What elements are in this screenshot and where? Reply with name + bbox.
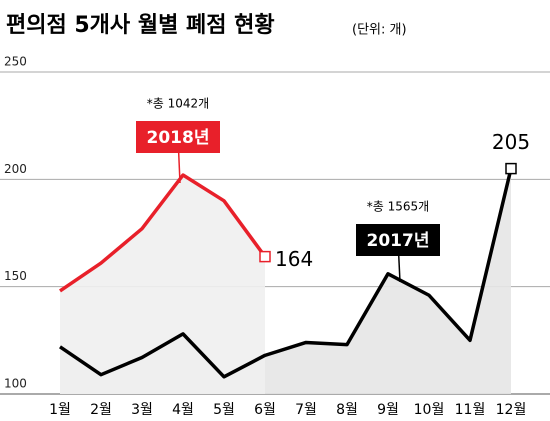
area: [60, 175, 265, 394]
end-marker: [259, 250, 271, 263]
data-label: 164: [275, 247, 313, 271]
x-tick-label: 8월: [336, 402, 358, 418]
x-tick-label: 4월: [172, 402, 194, 418]
chart-title: 편의점 5개사 월별 폐점 현황: [6, 13, 275, 38]
y-tick-label: 150: [4, 269, 27, 283]
series-label: 2017년: [367, 231, 430, 251]
x-tick-label: 11월: [455, 402, 486, 418]
chart-subtitle: (단위: 개): [352, 23, 407, 38]
x-tick-label: 3월: [131, 402, 153, 418]
x-tick-label: 12월: [496, 402, 527, 418]
annotation: *총 1042개: [147, 97, 209, 111]
y-tick-label: 100: [4, 377, 27, 391]
x-tick-label: 7월: [295, 402, 317, 418]
end-marker: [505, 162, 517, 175]
line: [59, 168, 513, 379]
data-label: 205: [492, 130, 530, 154]
x-tick-label: 6월: [254, 402, 276, 418]
series-label-box: [356, 224, 440, 256]
x-tick-label: 1월: [49, 402, 71, 418]
series-label-box: [136, 121, 220, 153]
x-tick-label: 2월: [90, 402, 112, 418]
y-tick-label: 250: [4, 55, 27, 69]
y-tick-label: 200: [4, 162, 27, 176]
annotation: *총 1565개: [367, 200, 429, 214]
area: [60, 168, 511, 394]
x-tick-label: 10월: [414, 402, 445, 418]
x-tick-label: 9월: [377, 402, 399, 418]
x-tick-label: 5월: [213, 402, 235, 418]
line: [59, 173, 267, 293]
series-label: 2018년: [147, 128, 210, 148]
